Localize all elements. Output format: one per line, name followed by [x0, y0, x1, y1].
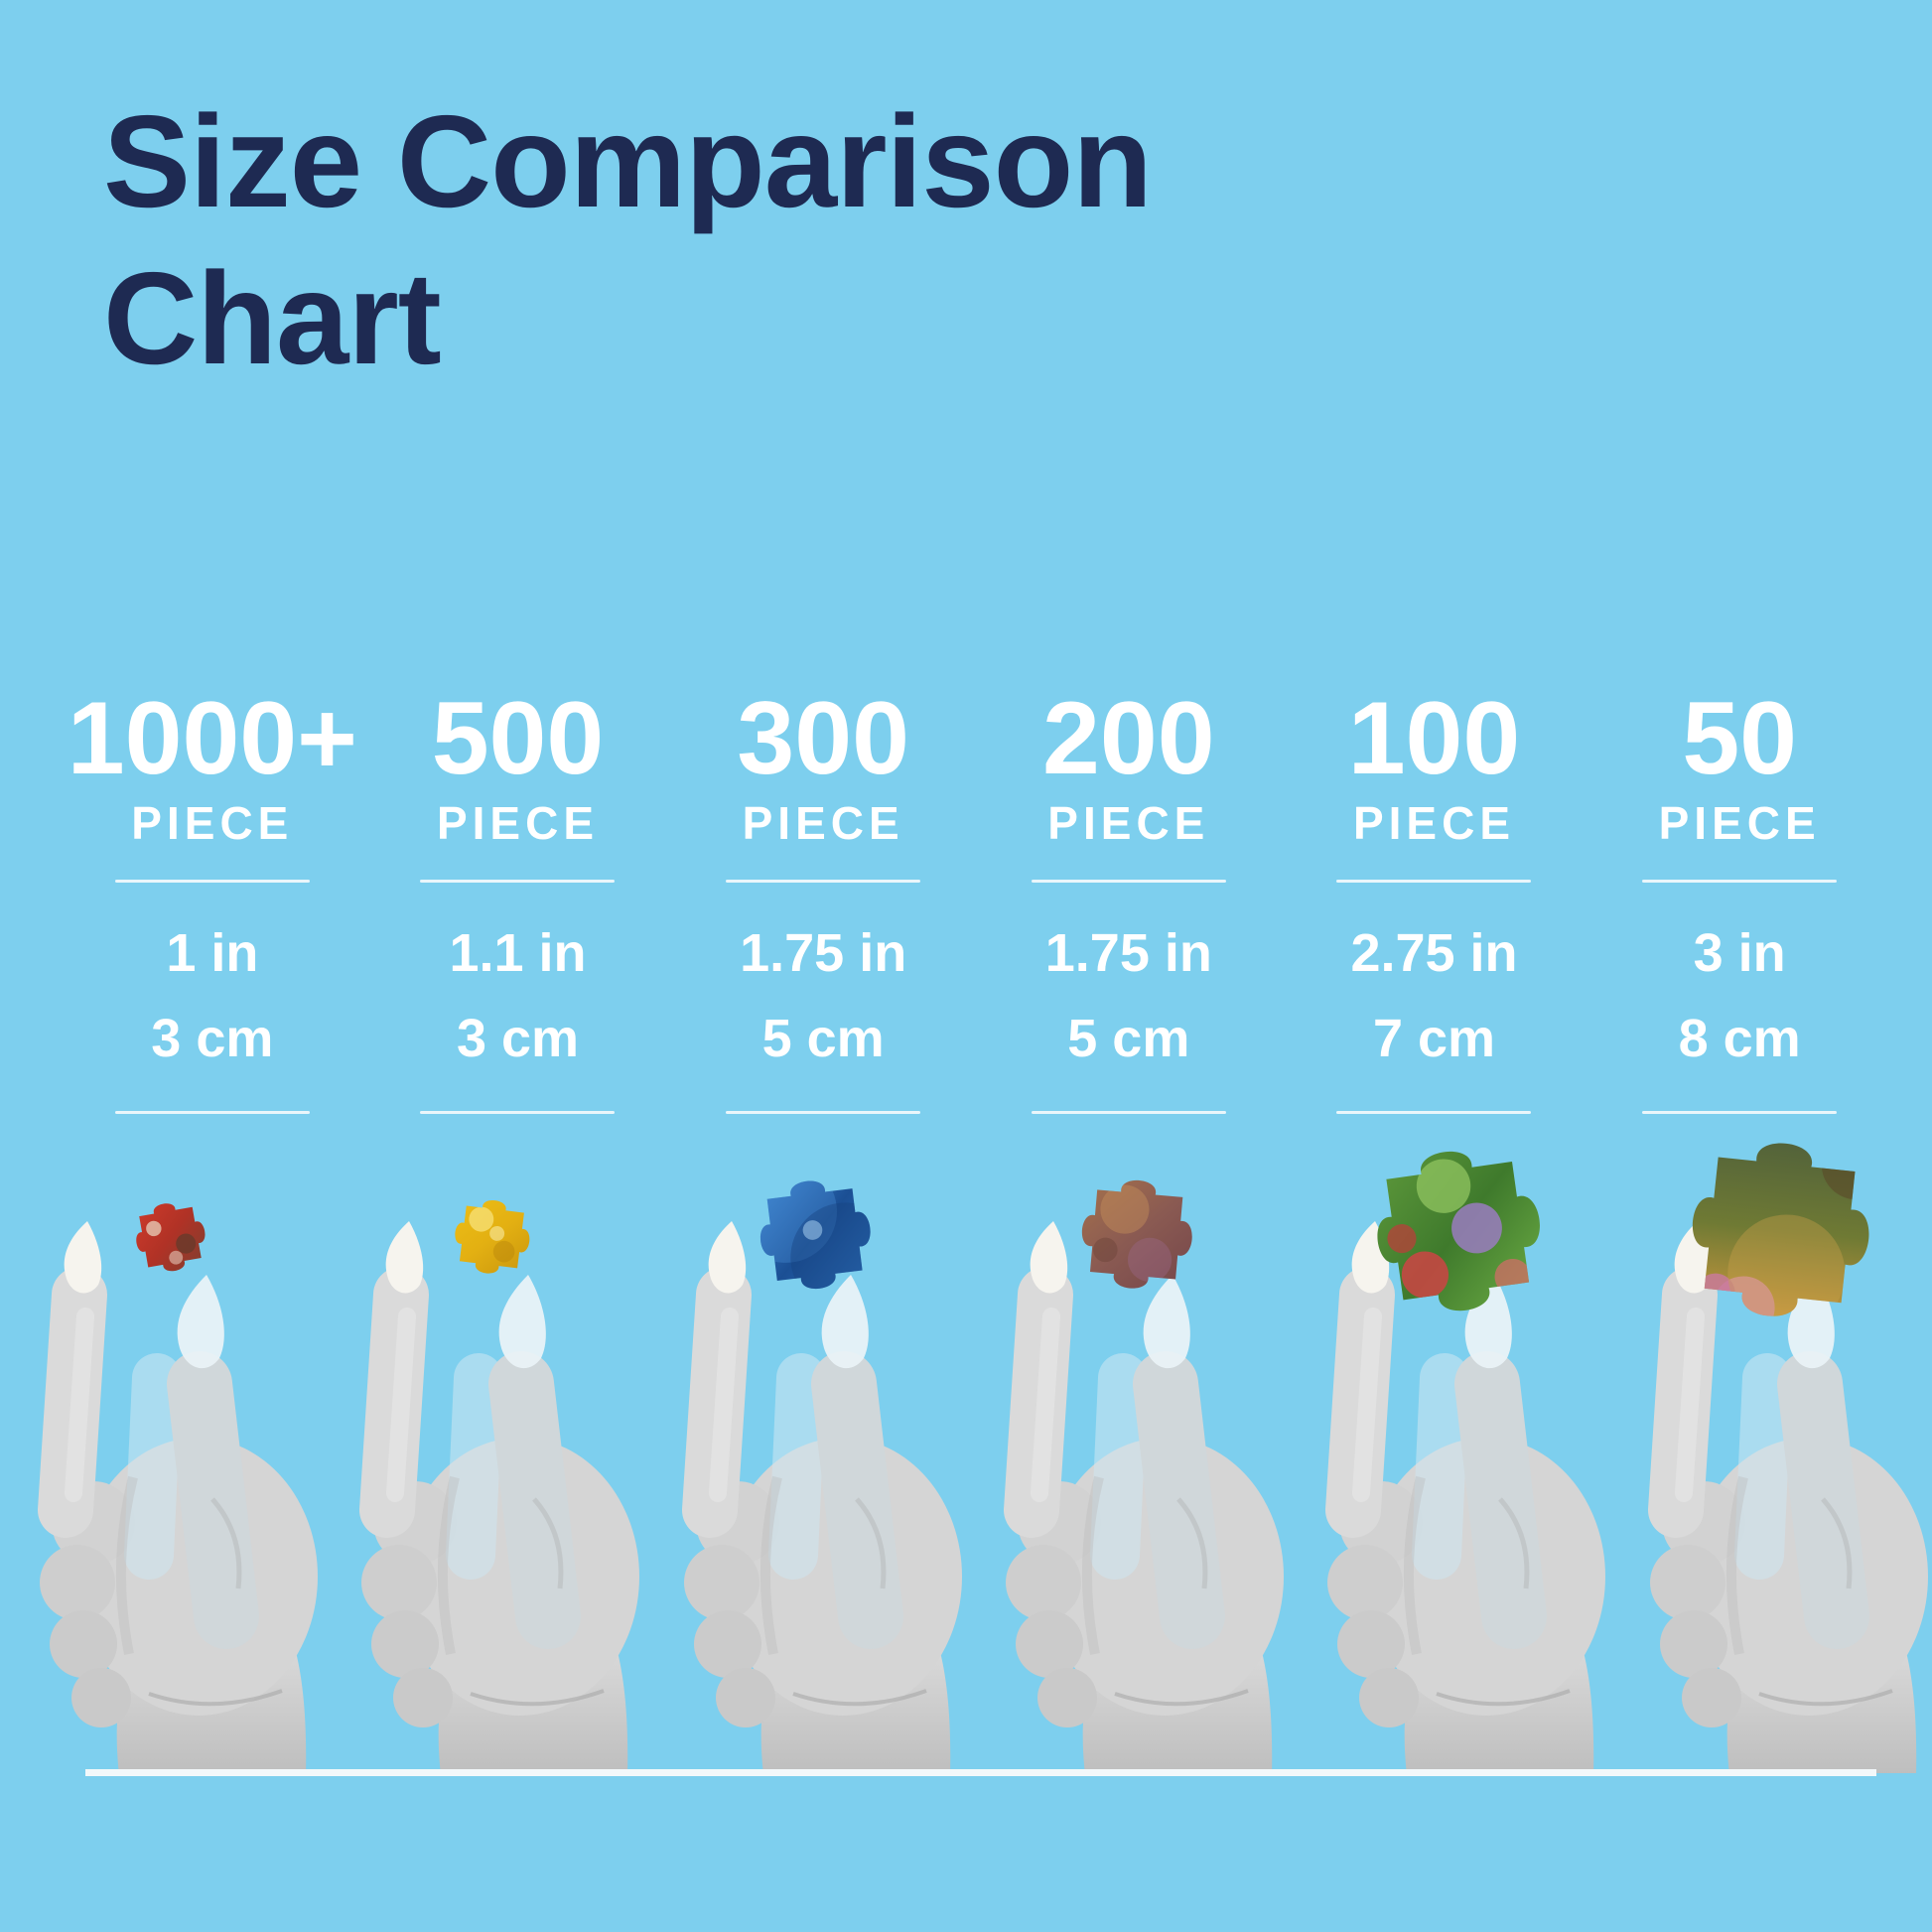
piece-unit-label: PIECE [1047, 797, 1210, 849]
piece-count: 50 [1682, 681, 1797, 796]
divider-line [1031, 1111, 1226, 1114]
puzzle-piece-1000plus [136, 1203, 206, 1272]
size-inches: 1.75 in [740, 923, 907, 983]
divider-line [1642, 1111, 1838, 1114]
size-comparison-table: 1000+ PIECE 1 in 3 cm 500 PIECE 1.1 in 3… [60, 687, 1892, 1114]
divider-line [420, 880, 616, 883]
size-cm: 7 cm [1372, 1009, 1496, 1068]
puzzle-piece-100 [1377, 1151, 1541, 1311]
hand-cell-500-piece [322, 1128, 643, 1773]
column-50-piece: 50 PIECE 3 in 8 cm [1587, 687, 1892, 1114]
page-title-line1: Size Comparison [103, 88, 1153, 234]
puzzle-piece-200 [1081, 1179, 1192, 1289]
hand-cell-1000-piece [0, 1128, 322, 1773]
divider-line [1336, 1111, 1532, 1114]
size-inches: 2.75 in [1350, 923, 1518, 983]
puzzle-piece-500 [455, 1200, 530, 1274]
hand-cell-100-piece [1288, 1128, 1609, 1773]
column-500-piece: 500 PIECE 1.1 in 3 cm [365, 687, 671, 1114]
piece-unit-label: PIECE [131, 797, 294, 849]
size-inches: 3 in [1693, 923, 1786, 983]
baseline-rule [85, 1769, 1876, 1776]
divider-line [1336, 880, 1532, 883]
divider-line [420, 1111, 616, 1114]
page-title: Size Comparison Chart [103, 83, 1153, 398]
column-1000-piece: 1000+ PIECE 1 in 3 cm [60, 687, 365, 1114]
size-inches: 1.1 in [449, 923, 587, 983]
divider-line [1642, 880, 1838, 883]
piece-count: 100 [1347, 681, 1521, 796]
piece-unit-label: PIECE [436, 797, 600, 849]
piece-unit-label: PIECE [1352, 797, 1516, 849]
column-300-piece: 300 PIECE 1.75 in 5 cm [670, 687, 976, 1114]
piece-unit-label: PIECE [742, 797, 904, 849]
size-cm: 5 cm [1067, 1009, 1190, 1068]
hand-cell-300-piece [644, 1128, 966, 1773]
column-200-piece: 200 PIECE 1.75 in 5 cm [976, 687, 1282, 1114]
divider-line [114, 880, 310, 883]
piece-unit-label: PIECE [1658, 797, 1821, 849]
piece-count: 300 [737, 681, 909, 796]
size-cm: 5 cm [761, 1009, 885, 1068]
size-inches: 1.75 in [1044, 923, 1212, 983]
divider-line [114, 1111, 310, 1114]
column-100-piece: 100 PIECE 2.75 in 7 cm [1282, 687, 1587, 1114]
piece-count: 200 [1042, 681, 1215, 796]
piece-count: 1000+ [67, 681, 357, 796]
piece-count: 500 [431, 681, 605, 796]
divider-line [1031, 880, 1226, 883]
size-cm: 3 cm [151, 1009, 274, 1068]
hands-row [0, 1128, 1932, 1773]
puzzle-piece-300 [754, 1173, 877, 1296]
divider-line [726, 1111, 921, 1114]
size-inches: 1 in [166, 923, 259, 983]
puzzle-piece-50 [1692, 1134, 1877, 1326]
divider-line [726, 880, 921, 883]
size-cm: 8 cm [1678, 1009, 1801, 1068]
hand-cell-200-piece [966, 1128, 1288, 1773]
size-cm: 3 cm [456, 1009, 580, 1068]
hand-cell-50-piece [1610, 1128, 1932, 1773]
page-title-line2: Chart [103, 245, 442, 392]
